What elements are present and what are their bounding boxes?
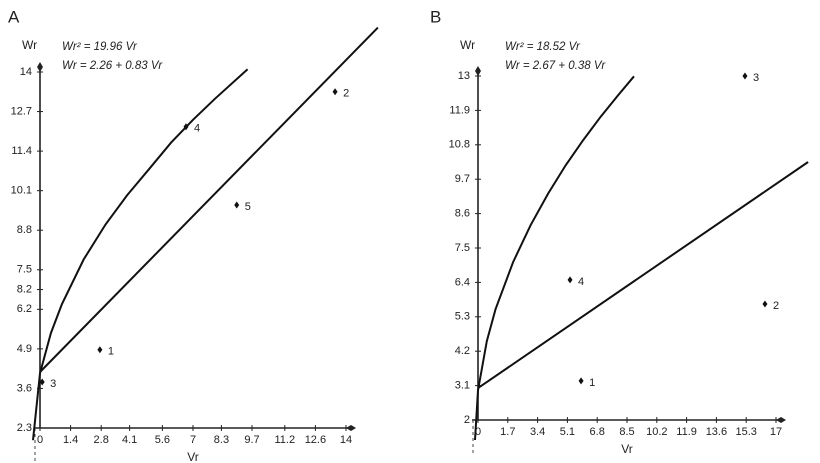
- x-axis-label: Vr: [621, 442, 633, 456]
- point-label: 3: [50, 378, 56, 390]
- x-tick-label: 11.2: [275, 434, 296, 446]
- equation: Wr = 2.26 + 0.83 Vr: [62, 60, 163, 72]
- point: [762, 300, 768, 308]
- x-tick-label: 3.4: [530, 426, 545, 438]
- point-label: 2: [343, 88, 349, 100]
- x-tick-label: 12.6: [305, 434, 326, 446]
- panel-label: B: [430, 7, 441, 26]
- y-tick-label: 8.6: [455, 208, 470, 220]
- fit-curve: [477, 161, 809, 389]
- x-tick-label: 5.6: [155, 434, 170, 446]
- point: [97, 346, 103, 354]
- x-tick-label: 5.1: [560, 426, 575, 438]
- axis-end: [37, 62, 43, 72]
- point: [234, 201, 240, 209]
- fit-curve: [474, 75, 635, 441]
- x-tick-label: 17: [770, 426, 782, 438]
- y-tick-label: 13: [458, 70, 470, 82]
- x-tick-label: 1.4: [63, 434, 78, 446]
- point: [39, 378, 45, 386]
- y-tick-label: 10.1: [11, 185, 32, 197]
- x-tick-label: 0: [37, 434, 43, 446]
- point-label: 2: [773, 300, 779, 312]
- fit-curve: [32, 68, 249, 441]
- equation: Wr² = 18.52 Vr: [505, 41, 581, 53]
- y-tick-label: 9.7: [455, 173, 470, 185]
- y-tick-label: 5.3: [455, 311, 470, 323]
- point-label: 5: [245, 201, 251, 213]
- y-tick-label: 6.2: [17, 303, 32, 315]
- y-tick-label: 3.6: [17, 382, 32, 394]
- y-tick-label: 8.8: [17, 224, 32, 236]
- x-tick-label: 0: [475, 426, 481, 438]
- point: [742, 72, 748, 80]
- point-label: 4: [194, 123, 200, 135]
- x-tick-label: 4.1: [122, 434, 137, 446]
- x-tick-label: 7: [190, 434, 196, 446]
- y-tick-label: 14: [20, 66, 32, 78]
- point: [183, 123, 189, 131]
- y-tick-label: 7.5: [455, 242, 470, 254]
- point: [567, 276, 573, 284]
- point-label: 1: [589, 377, 595, 389]
- y-tick-label: 7.5: [17, 264, 32, 276]
- y-tick-label: 6.4: [455, 276, 470, 288]
- x-tick-label: 8.5: [619, 426, 634, 438]
- x-tick-label: 11.9: [676, 426, 697, 438]
- x-tick-label: 13.6: [706, 426, 727, 438]
- x-tick-label: 15.3: [735, 426, 756, 438]
- x-tick-label: 1.7: [500, 426, 515, 438]
- y-axis-label: Wr: [460, 38, 475, 52]
- y-tick-label: 4.9: [17, 343, 32, 355]
- axis-end: [475, 66, 481, 76]
- x-tick-label: 8.3: [214, 434, 229, 446]
- y-tick-label: 10.8: [449, 139, 470, 151]
- equation: Wr² = 19.96 Vr: [62, 41, 138, 53]
- point: [578, 377, 584, 385]
- y-tick-label: 8.2: [17, 283, 32, 295]
- x-tick-label: 6.8: [590, 426, 605, 438]
- y-tick-label: 11.4: [11, 145, 32, 157]
- x-tick-label: 10.2: [646, 426, 667, 438]
- y-axis-label: Wr: [22, 38, 37, 52]
- x-tick-label: 9.7: [244, 434, 259, 446]
- axis-end: [346, 425, 356, 431]
- fit-curve: [39, 26, 379, 373]
- y-tick-label: 3.1: [455, 380, 470, 392]
- y-tick-label: 11.9: [449, 104, 470, 116]
- axis-end: [776, 417, 786, 423]
- x-tick-label: 2.8: [94, 434, 109, 446]
- y-tick-label: 2: [464, 414, 470, 426]
- y-tick-label: 2.3: [17, 422, 32, 434]
- x-tick-label: 14: [340, 434, 352, 446]
- y-tick-label: 12.7: [11, 105, 32, 117]
- point: [332, 88, 338, 96]
- x-axis-label: Vr: [187, 450, 199, 463]
- point-label: 3: [753, 72, 759, 84]
- point-label: 4: [578, 276, 584, 288]
- point-label: 1: [108, 346, 114, 358]
- y-tick-label: 4.2: [455, 345, 470, 357]
- panel-label: A: [8, 7, 20, 26]
- equation: Wr = 2.67 + 0.38 Vr: [505, 60, 606, 72]
